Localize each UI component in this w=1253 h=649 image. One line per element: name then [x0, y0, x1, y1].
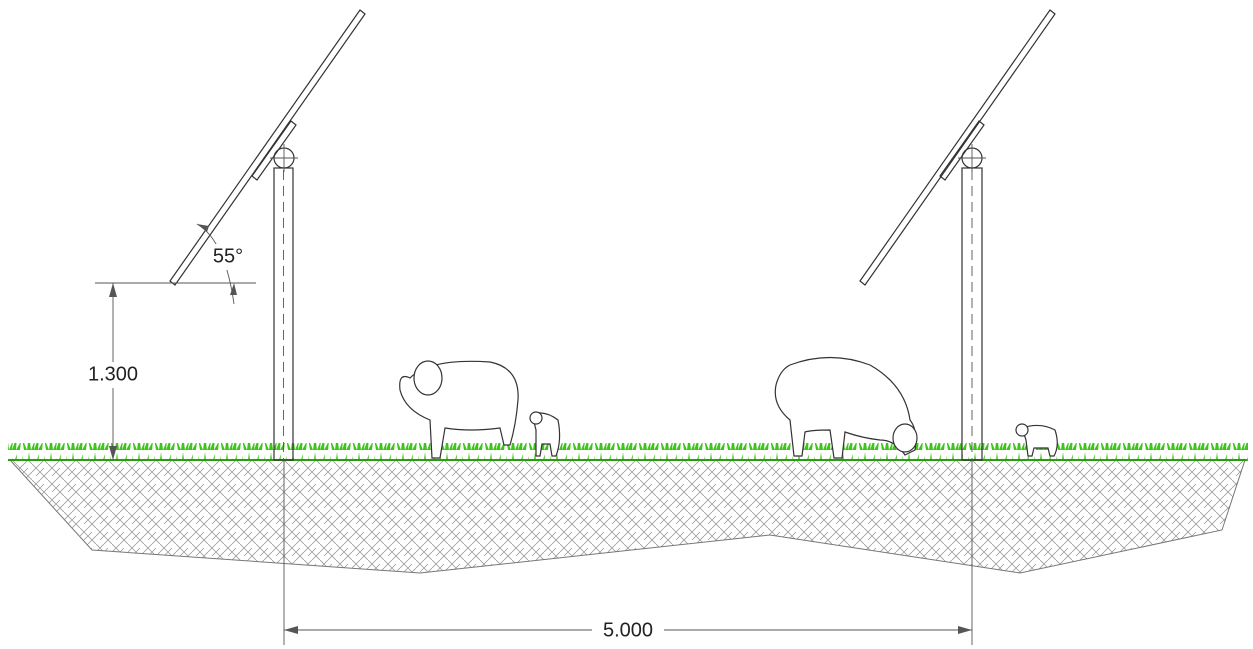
angle-label: 55° — [213, 245, 243, 267]
sheep-large-left — [399, 360, 519, 459]
lamb-right — [1015, 423, 1058, 457]
sheep-large-right — [774, 356, 918, 459]
ground — [8, 459, 1246, 574]
grass — [8, 443, 1248, 461]
angle-dimension — [196, 223, 250, 305]
spacing-label: 5.000 — [603, 619, 653, 641]
tracker-left — [169, 9, 366, 461]
lamb-left — [529, 411, 561, 457]
height-label: 1.300 — [88, 363, 138, 385]
tracker-right — [859, 9, 1056, 461]
height-dimension — [80, 282, 256, 460]
spacing-dimension — [283, 460, 973, 645]
